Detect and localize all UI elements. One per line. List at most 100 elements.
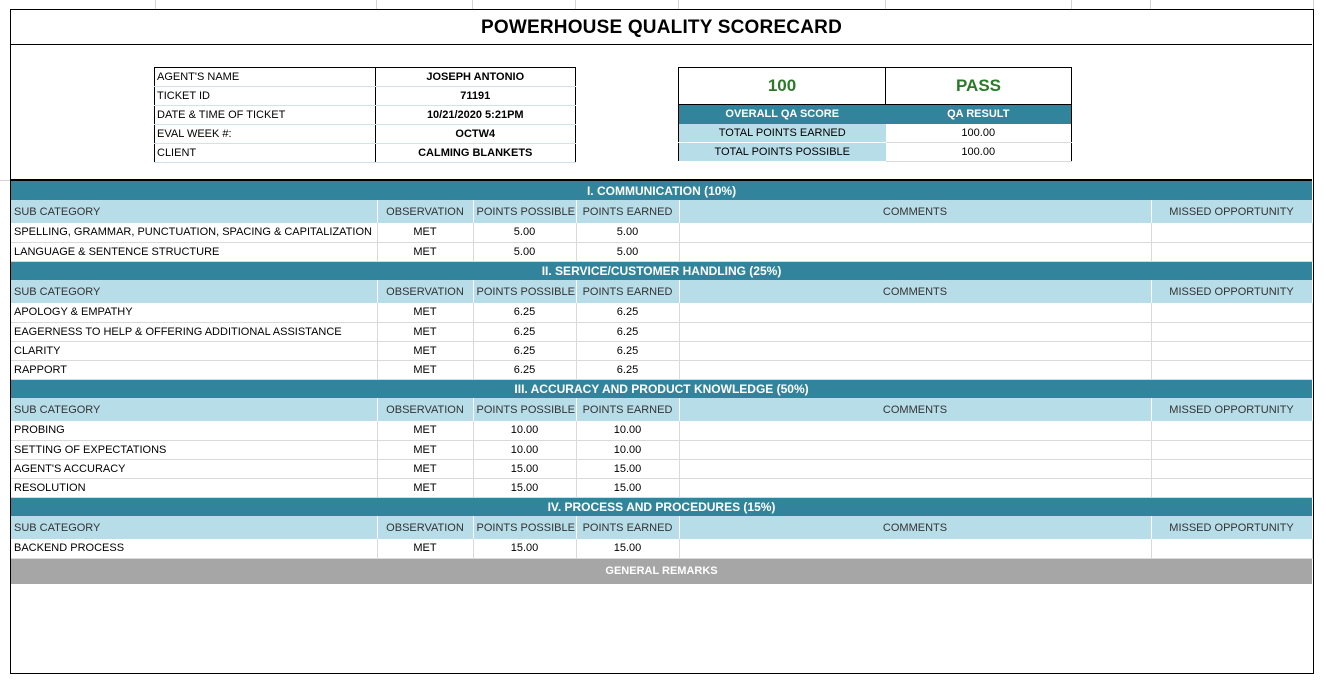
missed-opportunity-cell[interactable] bbox=[1151, 303, 1313, 323]
header-points-possible: POINTS POSSIBLE bbox=[473, 516, 577, 539]
points-possible-cell[interactable]: 6.25 bbox=[473, 322, 577, 342]
missed-opportunity-cell[interactable] bbox=[1151, 223, 1313, 243]
total-earned-value[interactable]: 100.00 bbox=[885, 123, 1072, 143]
qa-result-value[interactable]: PASS bbox=[885, 67, 1072, 105]
observation-cell[interactable]: MET bbox=[377, 341, 474, 361]
points-possible-cell[interactable]: 10.00 bbox=[473, 421, 577, 441]
scorecard-title[interactable]: POWERHOUSE QUALITY SCORECARD bbox=[11, 10, 1312, 45]
missed-opportunity-cell[interactable] bbox=[1151, 440, 1313, 460]
observation-cell[interactable]: MET bbox=[377, 303, 474, 323]
comments-cell[interactable] bbox=[679, 459, 1152, 479]
observation-cell[interactable]: MET bbox=[377, 360, 474, 380]
header-points-earned: POINTS EARNED bbox=[576, 516, 680, 539]
sub-category-cell[interactable]: PROBING bbox=[11, 421, 378, 441]
missed-opportunity-cell[interactable] bbox=[1151, 421, 1313, 441]
table-row: EAGERNESS TO HELP & OFFERING ADDITIONAL … bbox=[11, 322, 1313, 342]
sub-category-cell[interactable]: LANGUAGE & SENTENCE STRUCTURE bbox=[11, 242, 378, 262]
sub-category-cell[interactable]: APOLOGY & EMPATHY bbox=[11, 303, 378, 323]
agent-info-label: CLIENT bbox=[154, 143, 376, 163]
agent-info-label: DATE & TIME OF TICKET bbox=[154, 105, 376, 125]
table-row: BACKEND PROCESS MET 15.00 15.00 bbox=[11, 539, 1313, 559]
divider bbox=[11, 179, 1312, 181]
sub-category-cell[interactable]: EAGERNESS TO HELP & OFFERING ADDITIONAL … bbox=[11, 322, 378, 342]
points-possible-cell[interactable]: 6.25 bbox=[473, 360, 577, 380]
general-remarks-input[interactable] bbox=[11, 584, 1312, 640]
comments-cell[interactable] bbox=[679, 303, 1152, 323]
agent-info-row: EVAL WEEK #: OCTW4 bbox=[154, 124, 576, 144]
comments-cell[interactable] bbox=[679, 539, 1152, 559]
sub-category-cell[interactable]: RESOLUTION bbox=[11, 478, 378, 498]
header-comments: COMMENTS bbox=[679, 200, 1152, 223]
points-earned-cell[interactable]: 10.00 bbox=[576, 440, 680, 460]
comments-cell[interactable] bbox=[679, 341, 1152, 361]
agent-info-value[interactable]: OCTW4 bbox=[375, 124, 576, 144]
comments-cell[interactable] bbox=[679, 322, 1152, 342]
points-possible-cell[interactable]: 6.25 bbox=[473, 341, 577, 361]
observation-cell[interactable]: MET bbox=[377, 421, 474, 441]
agent-info-value[interactable]: JOSEPH ANTONIO bbox=[375, 67, 576, 87]
header-points-earned: POINTS EARNED bbox=[576, 200, 680, 223]
comments-cell[interactable] bbox=[679, 223, 1152, 243]
points-possible-cell[interactable]: 6.25 bbox=[473, 303, 577, 323]
sub-category-cell[interactable]: SETTING OF EXPECTATIONS bbox=[11, 440, 378, 460]
scorecard: POWERHOUSE QUALITY SCORECARD AGENT'S NAM… bbox=[10, 9, 1314, 674]
points-earned-cell[interactable]: 15.00 bbox=[576, 539, 680, 559]
sub-category-cell[interactable]: RAPPORT bbox=[11, 360, 378, 380]
table-row: APOLOGY & EMPATHY MET 6.25 6.25 bbox=[11, 303, 1313, 323]
column-header-row: SUB CATEGORY OBSERVATION POINTS POSSIBLE PO… bbox=[11, 200, 1313, 223]
qa-result-label: QA RESULT bbox=[885, 104, 1072, 124]
agent-info-value[interactable]: 71191 bbox=[375, 86, 576, 106]
comments-cell[interactable] bbox=[679, 242, 1152, 262]
sub-category-cell[interactable]: AGENT'S ACCURACY bbox=[11, 459, 378, 479]
section-header: IV. PROCESS AND PROCEDURES (15%) bbox=[11, 497, 1313, 516]
overall-score-value[interactable]: 100 bbox=[678, 67, 886, 105]
missed-opportunity-cell[interactable] bbox=[1151, 322, 1313, 342]
points-earned-cell[interactable]: 6.25 bbox=[576, 341, 680, 361]
total-possible-value[interactable]: 100.00 bbox=[885, 142, 1072, 162]
missed-opportunity-cell[interactable] bbox=[1151, 360, 1313, 380]
points-earned-cell[interactable]: 6.25 bbox=[576, 303, 680, 323]
points-earned-cell[interactable]: 10.00 bbox=[576, 421, 680, 441]
observation-cell[interactable]: MET bbox=[377, 459, 474, 479]
points-earned-cell[interactable]: 15.00 bbox=[576, 459, 680, 479]
points-possible-cell[interactable]: 5.00 bbox=[473, 242, 577, 262]
grid-line bbox=[575, 0, 576, 9]
missed-opportunity-cell[interactable] bbox=[1151, 539, 1313, 559]
comments-cell[interactable] bbox=[679, 478, 1152, 498]
missed-opportunity-cell[interactable] bbox=[1151, 459, 1313, 479]
overall-score-label: OVERALL QA SCORE bbox=[678, 104, 886, 124]
comments-cell[interactable] bbox=[679, 360, 1152, 380]
points-possible-cell[interactable]: 15.00 bbox=[473, 459, 577, 479]
header-sub-category: SUB CATEGORY bbox=[11, 280, 378, 303]
missed-opportunity-cell[interactable] bbox=[1151, 478, 1313, 498]
points-earned-cell[interactable]: 5.00 bbox=[576, 223, 680, 243]
comments-cell[interactable] bbox=[679, 440, 1152, 460]
agent-info-value[interactable]: 10/21/2020 5:21PM bbox=[375, 105, 576, 125]
column-header-row: SUB CATEGORY OBSERVATION POINTS POSSIBLE PO… bbox=[11, 398, 1313, 421]
missed-opportunity-cell[interactable] bbox=[1151, 341, 1313, 361]
grid-line bbox=[0, 180, 11, 181]
points-earned-cell[interactable]: 6.25 bbox=[576, 322, 680, 342]
observation-cell[interactable]: MET bbox=[377, 322, 474, 342]
observation-cell[interactable]: MET bbox=[377, 223, 474, 243]
points-possible-cell[interactable]: 15.00 bbox=[473, 539, 577, 559]
points-possible-cell[interactable]: 10.00 bbox=[473, 440, 577, 460]
sub-category-cell[interactable]: CLARITY bbox=[11, 341, 378, 361]
sub-category-cell[interactable]: SPELLING, GRAMMAR, PUNCTUATION, SPACING … bbox=[11, 223, 378, 243]
table-row: LANGUAGE & SENTENCE STRUCTURE MET 5.00 5.00 bbox=[11, 242, 1313, 262]
points-earned-cell[interactable]: 15.00 bbox=[576, 478, 680, 498]
comments-cell[interactable] bbox=[679, 421, 1152, 441]
points-possible-cell[interactable]: 5.00 bbox=[473, 223, 577, 243]
missed-opportunity-cell[interactable] bbox=[1151, 242, 1313, 262]
observation-cell[interactable]: MET bbox=[377, 242, 474, 262]
observation-cell[interactable]: MET bbox=[377, 478, 474, 498]
header-sub-category: SUB CATEGORY bbox=[11, 516, 378, 539]
observation-cell[interactable]: MET bbox=[377, 440, 474, 460]
observation-cell[interactable]: MET bbox=[377, 539, 474, 559]
column-header-row: SUB CATEGORY OBSERVATION POINTS POSSIBLE PO… bbox=[11, 516, 1313, 539]
points-earned-cell[interactable]: 5.00 bbox=[576, 242, 680, 262]
points-earned-cell[interactable]: 6.25 bbox=[576, 360, 680, 380]
points-possible-cell[interactable]: 15.00 bbox=[473, 478, 577, 498]
agent-info-value[interactable]: CALMING BLANKETS bbox=[375, 143, 576, 163]
sub-category-cell[interactable]: BACKEND PROCESS bbox=[11, 539, 378, 559]
